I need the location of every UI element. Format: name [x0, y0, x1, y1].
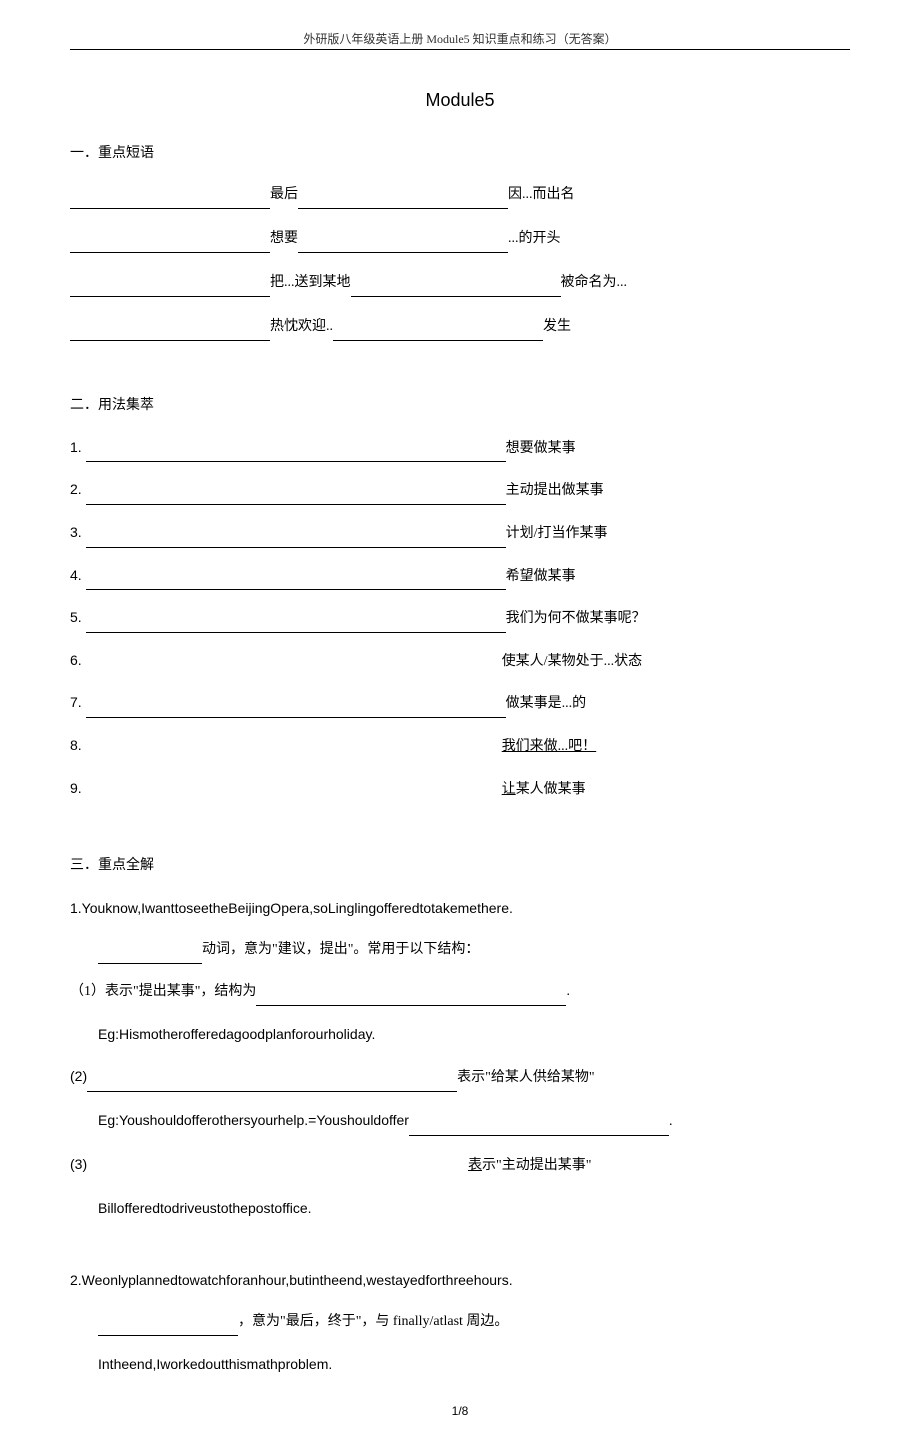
phrase-rows: 最后 因...而出名想要 ...的开头把...送到某地 被命名为... 热忱欢迎.. 发生	[70, 181, 850, 341]
phrase-label: 被命名为...	[561, 275, 628, 290]
blank	[70, 283, 270, 297]
section3-heading: 三．重点全解	[70, 855, 850, 877]
usage-items: 1. 想要做某事 2. 主动提出做某事 3. 计划/打当作某事 4. 希望做某事 5. …	[70, 434, 850, 803]
s3-p1-eg2-prefix: Eg:Youshouldofferothersyourhelp.=Youshou…	[98, 1112, 409, 1128]
usage-label: 计划/打当作某事	[506, 526, 608, 541]
usage-item: 8. 我们来做...吧！	[70, 732, 850, 761]
phrase-row: 想要 ...的开头	[70, 225, 850, 253]
s3-p2-sub: ，意为"最后，终于"，与 finally/atlast 周边。	[98, 1308, 850, 1336]
blank	[98, 950, 202, 964]
blank	[409, 1122, 669, 1136]
blank	[298, 195, 508, 209]
s3-p1: 1.Youknow,IwanttoseetheBeijingOpera,soLi…	[70, 894, 850, 922]
spacer-2	[70, 817, 850, 855]
s3-p1-eg1: Eg:Hismotherofferedagoodplanforourholida…	[98, 1020, 850, 1048]
usage-label: 做某事是...的	[506, 696, 587, 711]
blank	[298, 239, 508, 253]
usage-item: 1. 想要做某事	[70, 434, 850, 463]
blank	[87, 1078, 457, 1092]
s3-p1-3-prefix: (3)	[70, 1150, 88, 1178]
blank	[86, 448, 506, 462]
usage-item: 4. 希望做某事	[70, 562, 850, 591]
section1-heading: 一．重点短语	[70, 143, 850, 165]
s3-p1-eg2: Eg:Youshouldofferothersyourhelp.=Youshou…	[98, 1106, 850, 1136]
phrase-row: 热忱欢迎.. 发生	[70, 313, 850, 341]
usage-num: 9.	[70, 780, 82, 796]
phrase-label: 最后	[270, 187, 298, 202]
blank	[86, 576, 506, 590]
blank	[70, 327, 270, 341]
usage-item: 5. 我们为何不做某事呢？	[70, 604, 850, 633]
phrase-label: 发生	[543, 319, 571, 334]
s3-p1-1-prefix: （1）表示"提出某事"，结构为	[70, 984, 256, 999]
blank	[86, 534, 506, 548]
usage-label: 让某人做某事	[502, 782, 586, 797]
usage-num: 1.	[70, 439, 86, 455]
phrase-label: ...的开头	[508, 231, 561, 246]
phrase-label: 把...送到某地	[270, 275, 351, 290]
s3-p1-3: (3) 表示"主动提出某事"	[70, 1150, 850, 1180]
s3-p1-3-ul: 表	[468, 1158, 482, 1173]
blank	[86, 619, 506, 633]
s3-p1-2-prefix: (2)	[70, 1068, 87, 1084]
s3-p1-3-rest: 示"主动提出某事"	[482, 1158, 591, 1173]
s3-p1-2: (2) 表示"给某人供给某物"	[70, 1062, 850, 1092]
usage-label: 主动提出做某事	[506, 483, 604, 498]
s3-p1-eg2-suffix: .	[669, 1114, 673, 1129]
page-header: 外研版八年级英语上册 Module5 知识重点和练习（无答案）	[70, 30, 850, 56]
usage-label: 想要做某事	[506, 441, 576, 456]
usage-item: 7. 做某事是...的	[70, 689, 850, 718]
usage-item: 6. 使某人/某物处于...状态	[70, 647, 850, 676]
usage-num: 2.	[70, 481, 86, 497]
s3-p1-sub-text: 动词，意为"建议，提出"。常用于以下结构：	[202, 942, 479, 957]
phrase-label: 想要	[270, 231, 298, 246]
blank	[256, 992, 566, 1006]
usage-num: 8.	[70, 737, 82, 753]
s3-p2: 2.Weonlyplannedtowatchforanhour,butinthe…	[70, 1266, 850, 1294]
blank	[70, 239, 270, 253]
s3-p2-eg: Intheend,Iworkedoutthismathproblem.	[98, 1350, 850, 1378]
usage-item: 2. 主动提出做某事	[70, 476, 850, 505]
usage-label: 希望做某事	[506, 569, 576, 584]
page-footer: 1/8	[70, 1402, 850, 1421]
phrase-row: 最后 因...而出名	[70, 181, 850, 209]
s3-p1-sub: 动词，意为"建议，提出"。常用于以下结构：	[98, 936, 850, 964]
s3-p1-eg3: Billofferedtodriveustothepostoffice.	[98, 1194, 850, 1222]
phrase-label: 因...而出名	[508, 187, 575, 202]
blank	[70, 195, 270, 209]
spacer-3	[70, 1236, 850, 1266]
usage-label: 我们为何不做某事呢？	[506, 611, 646, 626]
s3-p1-2-suffix: 表示"给某人供给某物"	[457, 1070, 594, 1085]
page-title: Module5	[70, 86, 850, 115]
s3-p1-1-suffix: .	[566, 984, 570, 999]
usage-num: 5.	[70, 609, 86, 625]
spacer-1	[70, 357, 850, 395]
usage-item: 9. 让某人做某事	[70, 775, 850, 804]
usage-num: 7.	[70, 694, 86, 710]
header-underline	[70, 49, 850, 50]
phrase-label: 热忱欢迎..	[270, 319, 333, 334]
blank	[333, 327, 543, 341]
usage-num: 3.	[70, 524, 86, 540]
usage-item: 3. 计划/打当作某事	[70, 519, 850, 548]
usage-num: 6.	[70, 652, 82, 668]
usage-num: 4.	[70, 567, 86, 583]
s3-p2-sub-text: ，意为"最后，终于"，与 finally/atlast 周边。	[238, 1314, 508, 1329]
blank	[86, 491, 506, 505]
section2-heading: 二．用法集萃	[70, 395, 850, 417]
usage-label: 使某人/某物处于...状态	[502, 654, 642, 669]
blank	[86, 704, 506, 718]
usage-label: 我们来做...吧！	[502, 739, 597, 754]
header-text: 外研版八年级英语上册 Module5 知识重点和练习（无答案）	[303, 32, 616, 46]
phrase-row: 把...送到某地 被命名为...	[70, 269, 850, 297]
blank	[351, 283, 561, 297]
s3-p1-1: （1）表示"提出某事"，结构为.	[70, 978, 850, 1006]
blank	[98, 1322, 238, 1336]
